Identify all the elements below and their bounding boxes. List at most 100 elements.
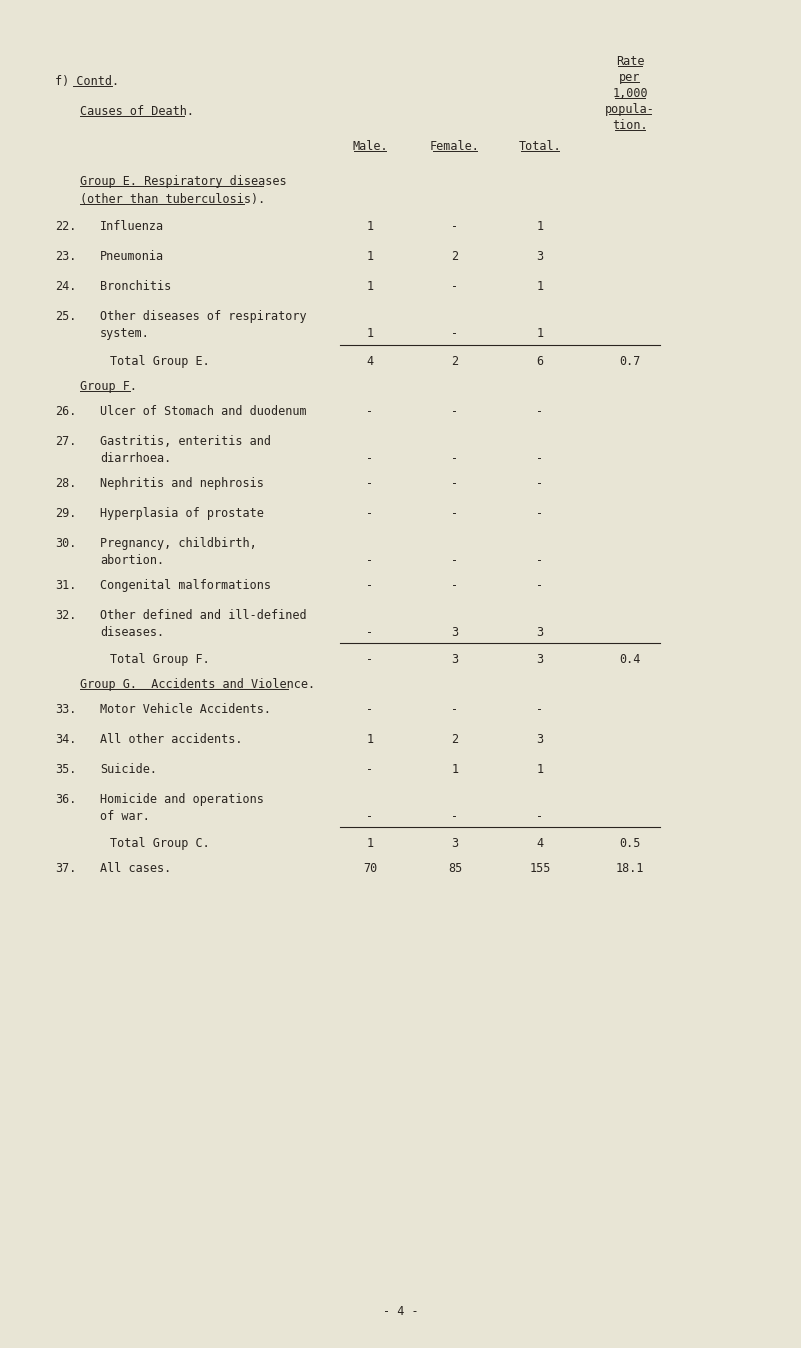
Text: tion.: tion. <box>612 119 648 132</box>
Text: 34.: 34. <box>55 733 76 745</box>
Text: per: per <box>619 71 641 84</box>
Text: -: - <box>366 452 373 465</box>
Text: Bronchitis: Bronchitis <box>100 280 171 293</box>
Text: 2: 2 <box>452 249 458 263</box>
Text: -: - <box>537 452 544 465</box>
Text: popula-: popula- <box>605 102 655 116</box>
Text: 1: 1 <box>537 328 544 340</box>
Text: 1,000: 1,000 <box>612 88 648 100</box>
Text: 3: 3 <box>452 837 458 851</box>
Text: Congenital malformations: Congenital malformations <box>100 580 271 592</box>
Text: -: - <box>366 810 373 824</box>
Text: 35.: 35. <box>55 763 76 776</box>
Text: -: - <box>452 328 458 340</box>
Text: -: - <box>366 507 373 520</box>
Text: 6: 6 <box>537 355 544 368</box>
Text: Pregnancy, childbirth,: Pregnancy, childbirth, <box>100 537 257 550</box>
Text: All cases.: All cases. <box>100 861 171 875</box>
Text: 3: 3 <box>537 625 544 639</box>
Text: Suicide.: Suicide. <box>100 763 157 776</box>
Text: Total Group F.: Total Group F. <box>110 652 210 666</box>
Text: Total Group E.: Total Group E. <box>110 355 210 368</box>
Text: -: - <box>366 625 373 639</box>
Text: Nephritis and nephrosis: Nephritis and nephrosis <box>100 477 264 491</box>
Text: Causes of Death.: Causes of Death. <box>80 105 194 119</box>
Text: 25.: 25. <box>55 310 76 324</box>
Text: -: - <box>366 763 373 776</box>
Text: 1: 1 <box>366 249 373 263</box>
Text: -: - <box>537 580 544 592</box>
Text: Group E. Respiratory diseases: Group E. Respiratory diseases <box>80 175 287 187</box>
Text: -: - <box>366 554 373 568</box>
Text: 36.: 36. <box>55 793 76 806</box>
Text: 28.: 28. <box>55 477 76 491</box>
Text: 155: 155 <box>529 861 551 875</box>
Text: -: - <box>452 580 458 592</box>
Text: Homicide and operations: Homicide and operations <box>100 793 264 806</box>
Text: 3: 3 <box>452 625 458 639</box>
Text: 4: 4 <box>366 355 373 368</box>
Text: 32.: 32. <box>55 609 76 621</box>
Text: Total Group C.: Total Group C. <box>110 837 210 851</box>
Text: -: - <box>452 477 458 491</box>
Text: Rate: Rate <box>616 55 644 67</box>
Text: -: - <box>537 507 544 520</box>
Text: 29.: 29. <box>55 507 76 520</box>
Text: -: - <box>537 404 544 418</box>
Text: Male.: Male. <box>352 140 388 154</box>
Text: 1: 1 <box>366 220 373 233</box>
Text: 1: 1 <box>537 220 544 233</box>
Text: -: - <box>452 554 458 568</box>
Text: Female.: Female. <box>430 140 480 154</box>
Text: -: - <box>537 554 544 568</box>
Text: Motor Vehicle Accidents.: Motor Vehicle Accidents. <box>100 704 271 716</box>
Text: 24.: 24. <box>55 280 76 293</box>
Text: -: - <box>366 477 373 491</box>
Text: 85: 85 <box>448 861 462 875</box>
Text: -: - <box>452 704 458 716</box>
Text: All other accidents.: All other accidents. <box>100 733 243 745</box>
Text: 1: 1 <box>366 280 373 293</box>
Text: f) Contd.: f) Contd. <box>55 75 119 88</box>
Text: Other diseases of respiratory: Other diseases of respiratory <box>100 310 307 324</box>
Text: 27.: 27. <box>55 435 76 448</box>
Text: - 4 -: - 4 - <box>383 1305 418 1318</box>
Text: Other defined and ill-defined: Other defined and ill-defined <box>100 609 307 621</box>
Text: -: - <box>452 810 458 824</box>
Text: 1: 1 <box>366 733 373 745</box>
Text: 3: 3 <box>537 733 544 745</box>
Text: diarrhoea.: diarrhoea. <box>100 452 171 465</box>
Text: 1: 1 <box>366 837 373 851</box>
Text: 31.: 31. <box>55 580 76 592</box>
Text: 0.7: 0.7 <box>619 355 641 368</box>
Text: 3: 3 <box>537 652 544 666</box>
Text: 2: 2 <box>452 733 458 745</box>
Text: -: - <box>452 404 458 418</box>
Text: 1: 1 <box>452 763 458 776</box>
Text: 3: 3 <box>537 249 544 263</box>
Text: 37.: 37. <box>55 861 76 875</box>
Text: Influenza: Influenza <box>100 220 164 233</box>
Text: 26.: 26. <box>55 404 76 418</box>
Text: 0.4: 0.4 <box>619 652 641 666</box>
Text: system.: system. <box>100 328 150 340</box>
Text: Gastritis, enteritis and: Gastritis, enteritis and <box>100 435 271 448</box>
Text: 3: 3 <box>452 652 458 666</box>
Text: diseases.: diseases. <box>100 625 164 639</box>
Text: -: - <box>452 280 458 293</box>
Text: -: - <box>452 220 458 233</box>
Text: Group F.: Group F. <box>80 380 137 394</box>
Text: 70: 70 <box>363 861 377 875</box>
Text: Pneumonia: Pneumonia <box>100 249 164 263</box>
Text: -: - <box>452 452 458 465</box>
Text: -: - <box>366 404 373 418</box>
Text: -: - <box>537 810 544 824</box>
Text: 1: 1 <box>537 280 544 293</box>
Text: -: - <box>366 652 373 666</box>
Text: 30.: 30. <box>55 537 76 550</box>
Text: of war.: of war. <box>100 810 150 824</box>
Text: 33.: 33. <box>55 704 76 716</box>
Text: 2: 2 <box>452 355 458 368</box>
Text: (other than tuberculosis).: (other than tuberculosis). <box>80 193 265 206</box>
Text: 0.5: 0.5 <box>619 837 641 851</box>
